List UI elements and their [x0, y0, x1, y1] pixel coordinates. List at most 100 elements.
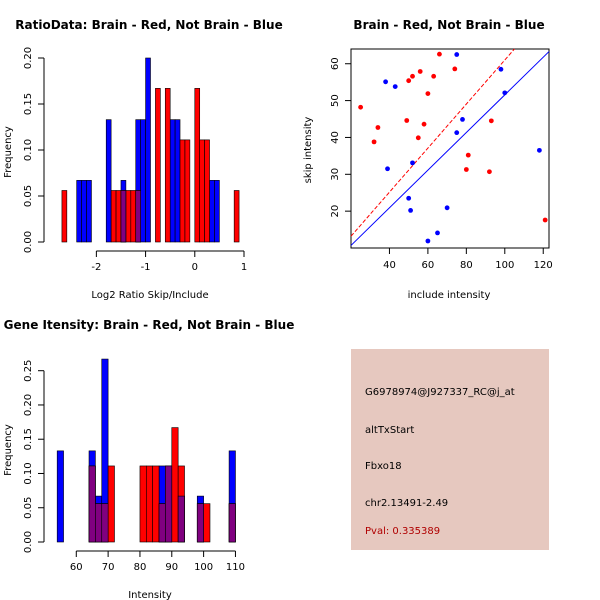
scatter-point-blue-0 [383, 79, 389, 85]
ratio-bar-red-7 [155, 88, 161, 243]
intensity-bar-red-5 [146, 465, 153, 543]
ratio-bar-red-2 [115, 190, 122, 243]
ratio-bar-blue-7 [145, 57, 151, 243]
ratio-x-tick-label-3: 1 [241, 262, 247, 273]
ratio-x-tick-label-2: 0 [192, 262, 198, 273]
scatter-point-red-6 [415, 135, 421, 141]
intensity-histogram-xlabel: Intensity [128, 590, 172, 600]
scatter-point-red-8 [421, 121, 427, 127]
intensity-bar-red-12 [203, 503, 211, 543]
scatter-plot-frame [350, 48, 550, 249]
intensity-y-tick-label-4: 0.20 [23, 394, 34, 416]
ratio-histogram-panel: RatioData: Brain - Red, Not Brain - Blue… [3, 18, 283, 301]
location-text: chr2.13491-2.49 [365, 498, 449, 509]
ratio-bar-blue-11 [214, 180, 220, 243]
intensity-bar-overlap-8 [165, 465, 173, 543]
scatter-point-red-3 [404, 118, 410, 123]
scatter-point-blue-13 [502, 90, 508, 96]
scatter-point-red-11 [437, 51, 442, 57]
scatter-y-tick-label-1: 30 [330, 168, 341, 181]
scatter-point-blue-7 [435, 230, 440, 236]
ratio-bar-red-14 [233, 190, 240, 243]
ratio-bar-blue-1 [81, 180, 87, 243]
scatter-y-tick-label-0: 20 [330, 205, 341, 218]
scatter-point-red-1 [371, 139, 377, 145]
scatter-fit-line-blue [350, 51, 550, 246]
ratio-bar-blue-9 [174, 119, 181, 243]
ratio-bar-overlap-6 [135, 190, 141, 243]
ratio-y-tick-label-4: 0.20 [23, 47, 34, 69]
ratio-bar-red-0 [61, 190, 68, 243]
scatter-point-blue-4 [408, 208, 413, 213]
intensity-histogram-panel: Gene Itensity: Brain - Red, Not Brain - … [3, 318, 294, 600]
scatter-point-red-15 [487, 169, 492, 175]
intensity-bar-red-4 [139, 465, 147, 543]
ratio-bar-red-8 [164, 88, 171, 243]
intensity-x-tick-label-0: 60 [70, 562, 83, 573]
ratio-y-tick-label-0: 0.00 [23, 231, 34, 253]
scatter-point-blue-1 [385, 166, 390, 172]
scatter-point-red-14 [465, 152, 471, 158]
ratio-bar-blue-0 [76, 180, 82, 243]
scatter-point-red-9 [425, 91, 431, 96]
intensity-y-tick-label-0: 0.00 [23, 531, 34, 553]
probe-id-text: G6978974@J927337_RC@j_at [365, 387, 515, 398]
scatter-y-tick-label-2: 40 [330, 131, 341, 144]
ratio-bar-red-5 [130, 190, 137, 243]
scatter-x-tick-label-3: 100 [495, 260, 514, 271]
scatter-point-red-0 [358, 104, 364, 110]
ratio-bar-blue-6 [140, 119, 146, 243]
scatter-title: Brain - Red, Not Brain - Blue [353, 18, 544, 32]
scatter-point-blue-5 [410, 160, 415, 166]
info-panel: G6978974@J927337_RC@j_at altTxStart Fbxo… [351, 349, 549, 550]
scatter-points [358, 51, 548, 244]
intensity-histogram-axes: 60 70 80 90 100 110 0.00 0.05 0.10 0.15 0.20 0.25 [23, 360, 245, 573]
scatter-point-red-4 [406, 78, 412, 84]
scatter-point-red-2 [375, 125, 381, 130]
scatter-x-tick-label-2: 80 [460, 260, 473, 271]
scatter-point-blue-10 [454, 52, 460, 57]
intensity-bar-overlap-7 [158, 503, 166, 543]
event-type-text: altTxStart [365, 425, 415, 436]
scatter-xlabel: include intensity [408, 290, 491, 301]
scatter-point-red-7 [417, 69, 423, 74]
intensity-bar-overlap-2 [101, 503, 109, 543]
ratio-bar-blue-10 [209, 180, 215, 243]
scatter-fit-lines [350, 48, 550, 246]
scatter-point-blue-14 [536, 147, 542, 153]
scatter-point-blue-3 [406, 195, 412, 201]
intensity-x-tick-label-1: 70 [102, 562, 115, 573]
gene-name-text: Fbxo18 [365, 461, 402, 472]
ratio-y-tick-label-1: 0.05 [23, 185, 34, 207]
scatter-point-red-10 [431, 73, 437, 79]
scatter-panel: Brain - Red, Not Brain - Blue include in… [303, 18, 553, 301]
scatter-axes: 40 60 80 100 120 20 30 40 50 60 [330, 57, 553, 271]
scatter-x-tick-label-1: 60 [422, 260, 435, 271]
scatter-y-tick-label-4: 60 [330, 57, 341, 70]
scatter-fit-line-red [350, 48, 515, 237]
ratio-y-tick-label-2: 0.10 [23, 139, 34, 161]
intensity-bar-red-3 [107, 465, 115, 543]
ratio-bar-overlap-3 [120, 190, 127, 243]
scatter-y-tick-label-3: 50 [330, 94, 341, 107]
intensity-bar-overlap-10 [177, 495, 185, 543]
intensity-bar-overlap-11 [196, 503, 204, 543]
scatter-x-tick-label-0: 40 [383, 260, 396, 271]
intensity-histogram-title: Gene Itensity: Brain - Red, Not Brain - … [4, 318, 295, 332]
intensity-bar-overlap-13 [228, 503, 236, 543]
ratio-histogram-axes: -2 -1 0 1 0.00 0.05 0.10 0.15 0.20 [23, 47, 247, 273]
ratio-histogram-ylabel: Frequency [3, 126, 14, 178]
intensity-bar-red-6 [152, 465, 160, 543]
intensity-y-tick-label-5: 0.25 [23, 360, 34, 382]
ratio-x-tick-label-0: -2 [91, 262, 101, 273]
ratio-bar-red-13 [204, 139, 210, 243]
scatter-point-red-13 [463, 167, 469, 172]
scatter-point-red-5 [410, 73, 415, 79]
intensity-x-tick-label-3: 90 [165, 562, 178, 573]
scatter-point-red-12 [452, 66, 458, 72]
ratio-bar-blue-8 [169, 119, 176, 243]
ratio-bar-red-12 [199, 139, 205, 243]
ratio-bar-red-9 [179, 139, 186, 243]
intensity-histogram-bars [56, 358, 236, 543]
scatter-point-red-17 [542, 217, 548, 223]
